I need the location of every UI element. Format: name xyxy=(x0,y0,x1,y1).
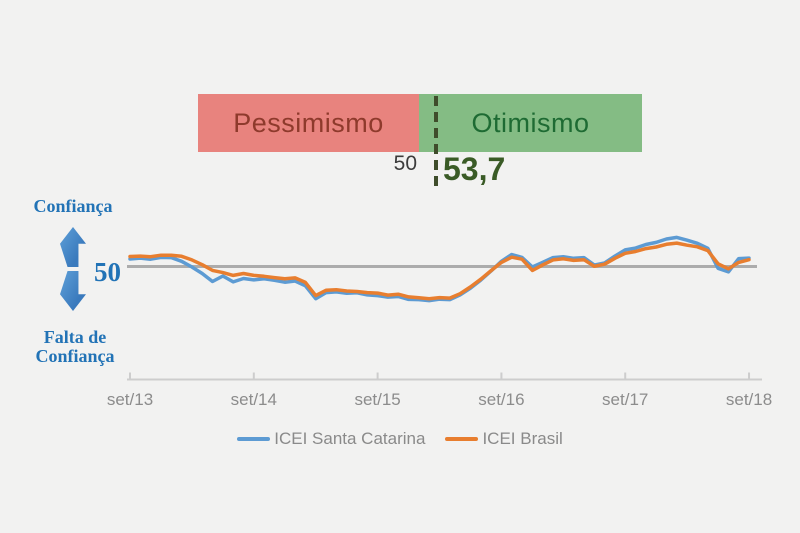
lack-of-confidence-label-line2: Confiança xyxy=(35,346,115,366)
gauge-current-value: 53,7 xyxy=(443,151,506,187)
legend-label: ICEI Santa Catarina xyxy=(274,429,426,448)
optimism-zone: Otimismo xyxy=(419,94,642,152)
optimism-label: Otimismo xyxy=(471,107,590,138)
pessimism-zone: Pessimismo xyxy=(198,94,419,152)
x-tick-label: set/15 xyxy=(354,390,401,409)
legend-color-swatch xyxy=(445,437,479,441)
x-tick-label: set/14 xyxy=(230,390,277,409)
lack-of-confidence-label-line1: Falta de xyxy=(43,327,107,347)
gauge-threshold-label: 50 xyxy=(393,152,417,175)
pessimism-label: Pessimismo xyxy=(233,107,384,138)
confidence-label: Confiança xyxy=(33,196,113,216)
chart-legend: ICEI Santa Catarina ICEI Brasil xyxy=(0,429,800,449)
current-value-marker-dashed-line xyxy=(434,96,439,188)
baseline-50-label: 50 xyxy=(94,257,121,287)
x-tick-label: set/17 xyxy=(602,390,649,409)
x-tick-label: set/16 xyxy=(478,390,525,409)
legend-label: ICEI Brasil xyxy=(482,429,563,448)
legend-color-swatch xyxy=(237,437,271,441)
legend-item: ICEI Brasil xyxy=(445,429,563,449)
x-tick-label: set/13 xyxy=(106,390,154,409)
legend-item: ICEI Santa Catarina xyxy=(237,429,425,449)
x-tick-label: set/18 xyxy=(725,390,773,409)
series-line-icei-brasil xyxy=(128,241,751,301)
